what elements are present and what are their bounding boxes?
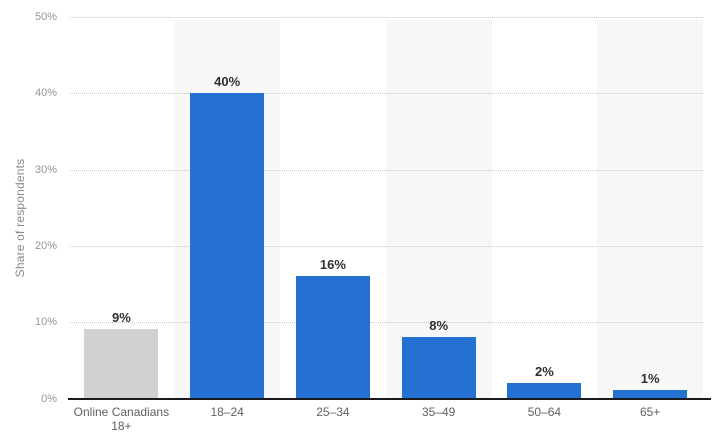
gridline [70,245,703,247]
y-tick-label: 40% [34,87,57,100]
gridline [70,322,703,324]
bar-value-label: 8% [429,317,449,333]
bar [295,275,370,398]
bar [401,336,476,398]
bar-value-label: 2% [534,363,554,379]
y-tick-label: 50% [34,11,57,23]
y-tick-label: 20% [34,239,57,252]
x-tick-label: 18–24 [210,405,244,419]
gridline [70,17,703,18]
x-tick-label: Online Canadians 18+ [73,405,170,433]
x-axis-line [68,398,711,400]
bar [507,382,582,398]
bar [613,390,688,398]
category-stripe [385,20,492,398]
x-tick-label: 25–34 [316,405,350,419]
bar-value-label: 1% [640,371,660,387]
bar-value-label: 9% [111,310,131,326]
category-stripe [597,20,703,398]
x-tick-label: 65+ [639,405,661,419]
bar [190,92,265,398]
gridline [70,93,703,95]
y-tick-label: 0% [41,392,57,405]
bar [84,329,159,398]
bar-value-label: 40% [214,73,241,89]
x-tick-label: 35–49 [421,405,456,419]
bar-value-label: 16% [319,256,346,272]
y-tick-label: 30% [34,163,57,176]
y-tick-label: 10% [34,316,57,329]
gridline [70,169,703,171]
x-tick-label: 50–64 [527,405,562,419]
